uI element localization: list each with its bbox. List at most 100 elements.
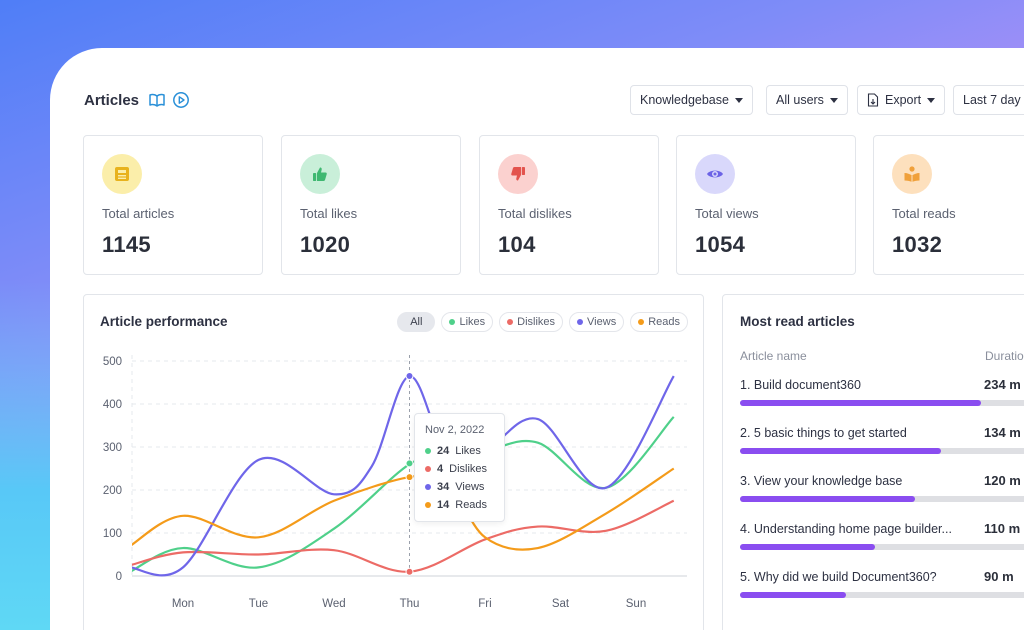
- series-line-reads: [132, 467, 675, 551]
- export-file-icon: [867, 93, 879, 107]
- page-title: Articles: [84, 92, 140, 109]
- legend-dot: [425, 502, 431, 508]
- filter-dislikes[interactable]: Dislikes: [499, 312, 564, 332]
- legend-dot: [449, 319, 456, 325]
- tooltip-value: 4: [437, 463, 444, 475]
- article-duration: 234 m: [984, 377, 1021, 392]
- tooltip-value: 14: [437, 499, 450, 511]
- article-name[interactable]: 4. Understanding home page builder...: [740, 522, 952, 536]
- stat-card-total-dislikes: Total dislikes 104: [479, 135, 659, 275]
- filter-all[interactable]: All: [397, 312, 436, 332]
- filter-reads[interactable]: Reads: [630, 312, 688, 332]
- export-button-label: Export: [885, 93, 922, 107]
- chart-tooltip: Nov 2, 2022 24 Likes 4 Dislikes 34 Views 14…: [414, 413, 505, 522]
- users-dropdown-label: All users: [776, 93, 824, 107]
- stat-value: 1032: [892, 232, 943, 257]
- article-name[interactable]: 5. Why did we build Document360?: [740, 570, 937, 584]
- highlight-point-views: [405, 372, 414, 381]
- progress-track: [740, 400, 1024, 406]
- thumbs-down-icon: [498, 154, 538, 194]
- legend-dot: [425, 466, 431, 472]
- filter-views[interactable]: Views: [569, 312, 625, 332]
- stat-card-total-views: Total views 1054: [676, 135, 856, 275]
- stat-value: 1145: [102, 232, 151, 257]
- tooltip-date: Nov 2, 2022: [425, 424, 485, 436]
- article-name[interactable]: 3. View your knowledge base: [740, 474, 903, 488]
- progress-track: [740, 448, 1024, 454]
- y-tick-label: 200: [103, 485, 122, 497]
- filter-likes[interactable]: Likes: [441, 312, 494, 332]
- stat-label: Total articles: [102, 206, 175, 221]
- progress-fill: [740, 400, 981, 406]
- x-tick-label: Wed: [322, 598, 345, 610]
- x-tick-label: Mon: [172, 598, 194, 610]
- x-tick-label: Tue: [249, 598, 268, 610]
- x-tick-label: Fri: [478, 598, 491, 610]
- date-range-dropdown[interactable]: Last 7 day: [953, 85, 1024, 115]
- dashboard-panel: Articles Knowledgebase All users Export …: [50, 48, 1024, 630]
- filter-views-label: Views: [587, 316, 617, 328]
- tooltip-label: Dislikes: [449, 463, 488, 475]
- legend-dot: [638, 319, 645, 325]
- tooltip-row-reads: 14 Reads: [425, 496, 494, 514]
- tooltip-label: Likes: [455, 445, 481, 457]
- tooltip-label: Reads: [455, 499, 488, 511]
- stat-card-total-articles: Total articles 1145: [83, 135, 263, 275]
- tooltip-value: 24: [437, 445, 450, 457]
- stat-label: Total dislikes: [498, 206, 572, 221]
- users-dropdown[interactable]: All users: [766, 85, 848, 115]
- series-line-views: [132, 374, 675, 577]
- tooltip-row-views: 34 Views: [425, 478, 494, 496]
- y-tick-label: 0: [116, 571, 122, 583]
- article-performance-title: Article performance: [100, 314, 228, 329]
- stat-card-total-likes: Total likes 1020: [281, 135, 461, 275]
- legend-dot: [425, 484, 431, 490]
- x-tick-label: Sun: [626, 598, 646, 610]
- filter-likes-label: Likes: [459, 316, 486, 328]
- progress-track: [740, 544, 1024, 550]
- x-tick-label: Thu: [400, 598, 420, 610]
- y-tick-label: 100: [103, 528, 122, 540]
- date-range-label: Last 7 day: [963, 93, 1021, 107]
- most-read-articles-card: Most read articles Article name Duratio …: [722, 294, 1024, 630]
- tooltip-row-dislikes: 4 Dislikes: [425, 460, 494, 478]
- progress-fill: [740, 496, 915, 502]
- progress-fill: [740, 448, 942, 454]
- y-tick-label: 300: [103, 442, 122, 454]
- y-tick-label: 400: [103, 399, 122, 411]
- legend-dot: [507, 319, 514, 325]
- newspaper-icon: [102, 154, 142, 194]
- y-tick-label: 500: [103, 356, 122, 368]
- column-header-duration: Duratio: [985, 349, 1024, 363]
- stat-value: 1020: [300, 232, 351, 257]
- article-name[interactable]: 2. 5 basic things to get started: [740, 426, 907, 440]
- chevron-down-icon: [927, 97, 936, 103]
- stat-label: Total views: [695, 206, 759, 221]
- stat-card-total-reads: Total reads 1032: [873, 135, 1024, 275]
- highlight-point-likes: [405, 459, 414, 468]
- progress-track: [740, 592, 1024, 598]
- chevron-down-icon: [734, 97, 743, 103]
- stat-label: Total reads: [892, 206, 956, 221]
- knowledgebase-dropdown-label: Knowledgebase: [640, 93, 729, 107]
- tooltip-row-likes: 24 Likes: [425, 442, 494, 460]
- chevron-down-icon: [829, 97, 838, 103]
- book-open-icon[interactable]: [148, 91, 166, 109]
- article-name[interactable]: 1. Build document360: [740, 378, 861, 392]
- article-duration: 134 m: [984, 425, 1021, 440]
- series-line-dislikes: [132, 499, 675, 573]
- legend-dot: [577, 319, 584, 325]
- column-header-article-name: Article name: [740, 349, 807, 363]
- article-duration: 120 m: [984, 473, 1021, 488]
- export-button[interactable]: Export: [857, 85, 946, 115]
- stat-value: 104: [498, 232, 536, 257]
- progress-fill: [740, 592, 846, 598]
- progress-fill: [740, 544, 876, 550]
- knowledgebase-dropdown[interactable]: Knowledgebase: [630, 85, 753, 115]
- play-circle-icon[interactable]: [172, 91, 190, 109]
- tooltip-value: 34: [437, 481, 450, 493]
- filter-dislikes-label: Dislikes: [517, 316, 556, 328]
- filter-reads-label: Reads: [648, 316, 680, 328]
- performance-line-chart: 0 100 200 300 400 500 Mon Tue Wed Thu Fri Sat Sun: [103, 355, 687, 610]
- series-filter: All Likes Dislikes Views Reads: [397, 312, 688, 332]
